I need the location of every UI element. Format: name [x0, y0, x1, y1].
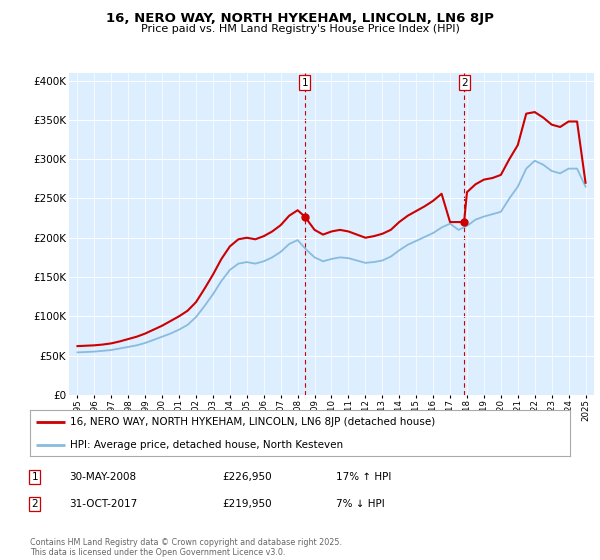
Text: Price paid vs. HM Land Registry's House Price Index (HPI): Price paid vs. HM Land Registry's House … — [140, 24, 460, 34]
Text: 30-MAY-2008: 30-MAY-2008 — [69, 472, 136, 482]
Text: 31-OCT-2017: 31-OCT-2017 — [69, 499, 137, 509]
Text: 1: 1 — [31, 472, 38, 482]
Text: 7% ↓ HPI: 7% ↓ HPI — [336, 499, 385, 509]
Text: 16, NERO WAY, NORTH HYKEHAM, LINCOLN, LN6 8JP (detached house): 16, NERO WAY, NORTH HYKEHAM, LINCOLN, LN… — [71, 417, 436, 427]
Text: 16, NERO WAY, NORTH HYKEHAM, LINCOLN, LN6 8JP: 16, NERO WAY, NORTH HYKEHAM, LINCOLN, LN… — [106, 12, 494, 25]
Text: 17% ↑ HPI: 17% ↑ HPI — [336, 472, 391, 482]
Text: £226,950: £226,950 — [222, 472, 272, 482]
Text: 2: 2 — [31, 499, 38, 509]
Text: 2: 2 — [461, 78, 467, 87]
Text: Contains HM Land Registry data © Crown copyright and database right 2025.
This d: Contains HM Land Registry data © Crown c… — [30, 538, 342, 557]
Text: 1: 1 — [301, 78, 308, 87]
Text: HPI: Average price, detached house, North Kesteven: HPI: Average price, detached house, Nort… — [71, 440, 344, 450]
Text: £219,950: £219,950 — [222, 499, 272, 509]
